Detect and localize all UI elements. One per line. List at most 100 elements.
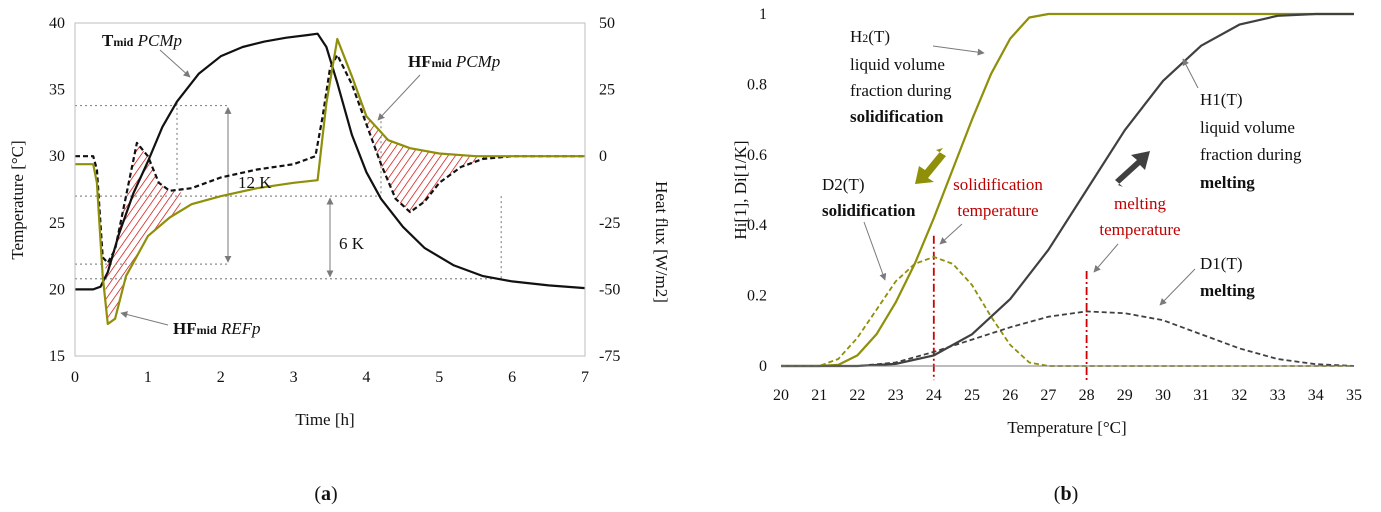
melting-temp-arrow bbox=[1093, 243, 1119, 273]
d1-arrow bbox=[1159, 268, 1196, 306]
panel-a-y2tick: 0 bbox=[599, 148, 607, 165]
panel-b-guides bbox=[932, 235, 1088, 381]
d2-label-line2: solidification bbox=[822, 201, 916, 220]
panel-a-guides bbox=[75, 102, 502, 280]
panel-b-ytick: 1 bbox=[759, 6, 767, 23]
panel-b-xtick: 29 bbox=[1117, 387, 1133, 404]
d2-arrow bbox=[863, 221, 887, 281]
h1-arrow bbox=[1182, 58, 1199, 89]
delta-6k-label: 6 K bbox=[339, 234, 365, 253]
panel-b-series-h1 bbox=[781, 12, 1354, 368]
panel-b-xtick: 30 bbox=[1155, 387, 1171, 404]
panel-a: 0 1 2 3 4 5 6 7 15 20 25 30 35 40 -75 -50 -25 0 25 50 Tempe… bbox=[8, 15, 671, 505]
panel-a-hatch-discharging bbox=[359, 96, 505, 213]
panel-a-y2tick: 50 bbox=[599, 15, 615, 32]
panel-b-xtick: 27 bbox=[1040, 387, 1056, 404]
tmid-label: Tmid PCMp bbox=[102, 31, 182, 50]
panel-b-series-d1 bbox=[781, 310, 1355, 367]
d2-label-line1: D2(T) bbox=[822, 175, 864, 194]
panel-a-ylabel: Temperature [°C] bbox=[8, 140, 27, 259]
panel-a-y2tick: 25 bbox=[599, 82, 615, 99]
panel-b-xtick: 20 bbox=[773, 387, 789, 404]
solidification-temp-label-1: solidification bbox=[953, 175, 1043, 194]
panel-a-series-hfmid-refp bbox=[75, 37, 585, 326]
panel-a-series bbox=[75, 32, 586, 326]
panel-a-y2tick: -25 bbox=[599, 215, 620, 232]
h2-label-line4: solidification bbox=[850, 107, 944, 126]
solidification-temp-arrow bbox=[939, 223, 963, 245]
panel-b-xlabel: Temperature [°C] bbox=[1007, 418, 1126, 437]
panel-a-axes bbox=[74, 22, 586, 357]
panel-a-xtick: 6 bbox=[508, 369, 516, 386]
panel-a-xtick: 2 bbox=[217, 369, 225, 386]
panel-b-ticks: 20 21 22 23 24 25 26 27 28 29 30 31 32 33 34 35 0 0.2 0.4 0… bbox=[747, 6, 1362, 404]
h1-label-line2: liquid volume bbox=[1200, 118, 1295, 137]
melting-direction-arrow bbox=[1115, 151, 1150, 187]
panel-a-xtick: 3 bbox=[290, 369, 298, 386]
hfmid-pcmp-label: HFmid PCMp bbox=[408, 52, 500, 71]
panel-b-ytick: 0 bbox=[759, 358, 767, 375]
panel-b-xtick: 25 bbox=[964, 387, 980, 404]
panel-a-caption: (a) bbox=[314, 483, 337, 505]
panel-b-ytick: 0.4 bbox=[747, 217, 767, 234]
panel-b-ytick: 0.2 bbox=[747, 288, 767, 305]
panel-a-ytick: 15 bbox=[49, 348, 65, 365]
h2-arrow bbox=[932, 45, 985, 56]
delta-12k-label: 12 K bbox=[238, 173, 272, 192]
panel-b-xtick: 22 bbox=[849, 387, 865, 404]
panel-a-y2tick: -50 bbox=[599, 281, 620, 298]
solidification-direction-arrow bbox=[915, 148, 946, 184]
panel-b-xtick: 32 bbox=[1231, 387, 1247, 404]
panel-a-series-hfmid-pcmp bbox=[75, 53, 585, 264]
panel-a-series-tmid-pcmp bbox=[75, 32, 586, 291]
panel-b-xtick: 28 bbox=[1079, 387, 1095, 404]
panel-a-xtick: 4 bbox=[362, 369, 370, 386]
panel-b-series-h2 bbox=[781, 12, 1354, 368]
melting-temp-label-1: melting bbox=[1114, 194, 1166, 213]
panel-a-ytick: 25 bbox=[49, 215, 65, 232]
h2-label-line3: fraction during bbox=[850, 81, 952, 100]
h1-label-line1: H1(T) bbox=[1200, 90, 1242, 109]
panel-a-xtick: 0 bbox=[71, 369, 79, 386]
panel-b-ytick: 0.8 bbox=[747, 76, 767, 93]
panel-a-ytick: 20 bbox=[49, 281, 65, 298]
h1-label-line4: melting bbox=[1200, 173, 1255, 192]
panel-a-y2tick: -75 bbox=[599, 348, 620, 365]
panel-b-xtick: 24 bbox=[926, 387, 942, 404]
h2-label-line1: H2(T) bbox=[850, 27, 890, 46]
panel-a-y2label: Heat flux [W/m2] bbox=[652, 181, 671, 303]
panel-a-xtick: 5 bbox=[435, 369, 443, 386]
panel-b-caption: (b) bbox=[1054, 483, 1078, 505]
panel-b-xtick: 33 bbox=[1270, 387, 1286, 404]
panel-b-series bbox=[781, 12, 1355, 368]
panel-a-ytick: 40 bbox=[49, 15, 65, 32]
panel-b-xtick: 31 bbox=[1193, 387, 1209, 404]
panel-a-hatch-charging bbox=[105, 143, 181, 323]
panel-a-xtick: 1 bbox=[144, 369, 152, 386]
panel-a-ytick: 30 bbox=[49, 148, 65, 165]
panel-b-xtick: 21 bbox=[811, 387, 827, 404]
panel-a-ytick: 35 bbox=[49, 82, 65, 99]
panel-b-xtick: 34 bbox=[1308, 387, 1324, 404]
hfmid-pcmp-arrow bbox=[377, 74, 421, 121]
panel-b-xtick: 26 bbox=[1002, 387, 1018, 404]
panel-a-ticks: 0 1 2 3 4 5 6 7 15 20 25 30 35 40 -75 -50 -25 0 25 50 bbox=[49, 15, 620, 386]
panel-a-hatch-layer bbox=[105, 96, 505, 323]
panel-a-plot-frame bbox=[74, 22, 586, 357]
panel-a-xlabel: Time [h] bbox=[295, 410, 354, 429]
hfmid-refp-label: HFmid REFp bbox=[173, 319, 261, 338]
hfmid-refp-arrow bbox=[120, 311, 169, 326]
panel-b-xtick: 23 bbox=[888, 387, 904, 404]
d1-label-line2: melting bbox=[1200, 281, 1255, 300]
melting-temp-label-2: temperature bbox=[1099, 220, 1180, 239]
panel-b-series-d2 bbox=[781, 255, 1354, 367]
panel-b: 20 21 22 23 24 25 26 27 28 29 30 31 32 33 34 35 0 0.2 0.4 0… bbox=[731, 6, 1362, 505]
d1-label-line1: D1(T) bbox=[1200, 254, 1242, 273]
h2-label-line2: liquid volume bbox=[850, 55, 945, 74]
h1-label-line3: fraction during bbox=[1200, 145, 1302, 164]
solidification-temp-label-2: temperature bbox=[957, 201, 1038, 220]
tmid-arrow bbox=[159, 49, 191, 78]
panel-b-xtick: 35 bbox=[1346, 387, 1362, 404]
panel-b-ylabel: Hi[1], Di[1/K] bbox=[731, 140, 750, 239]
